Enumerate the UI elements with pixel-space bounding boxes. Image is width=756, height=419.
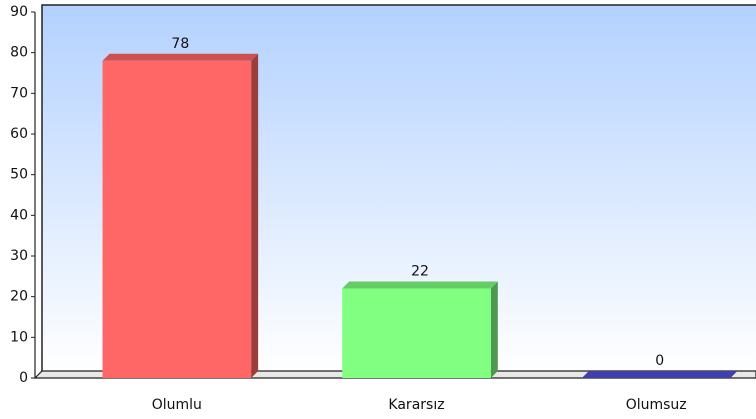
data-label: 22 <box>411 264 429 280</box>
x-tick-label: Olumlu <box>152 397 202 413</box>
x-tick-label: Kararsız <box>388 397 444 413</box>
y-tick-label: 0 <box>19 370 28 386</box>
bar <box>342 288 491 378</box>
y-tick-label: 70 <box>10 85 28 101</box>
bar-top <box>102 53 259 61</box>
bar-top <box>581 371 738 378</box>
y-tick-label: 90 <box>10 4 28 20</box>
y-tick-label: 50 <box>10 167 28 183</box>
bar <box>102 60 252 379</box>
bar-side <box>251 53 259 379</box>
y-tick-label: 60 <box>10 126 28 142</box>
y-tick-label: 10 <box>10 329 28 345</box>
bar-side <box>490 281 498 378</box>
y-tick-label: 40 <box>10 207 28 223</box>
y-tick-label: 20 <box>10 289 28 305</box>
data-label: 78 <box>171 36 189 52</box>
bar-top <box>342 281 498 289</box>
x-tick-label: Olumsuz <box>626 397 687 413</box>
y-tick-label: 30 <box>10 248 28 264</box>
y-tick-label: 80 <box>10 45 28 61</box>
plot-border <box>41 4 756 371</box>
data-label: 0 <box>655 353 664 369</box>
